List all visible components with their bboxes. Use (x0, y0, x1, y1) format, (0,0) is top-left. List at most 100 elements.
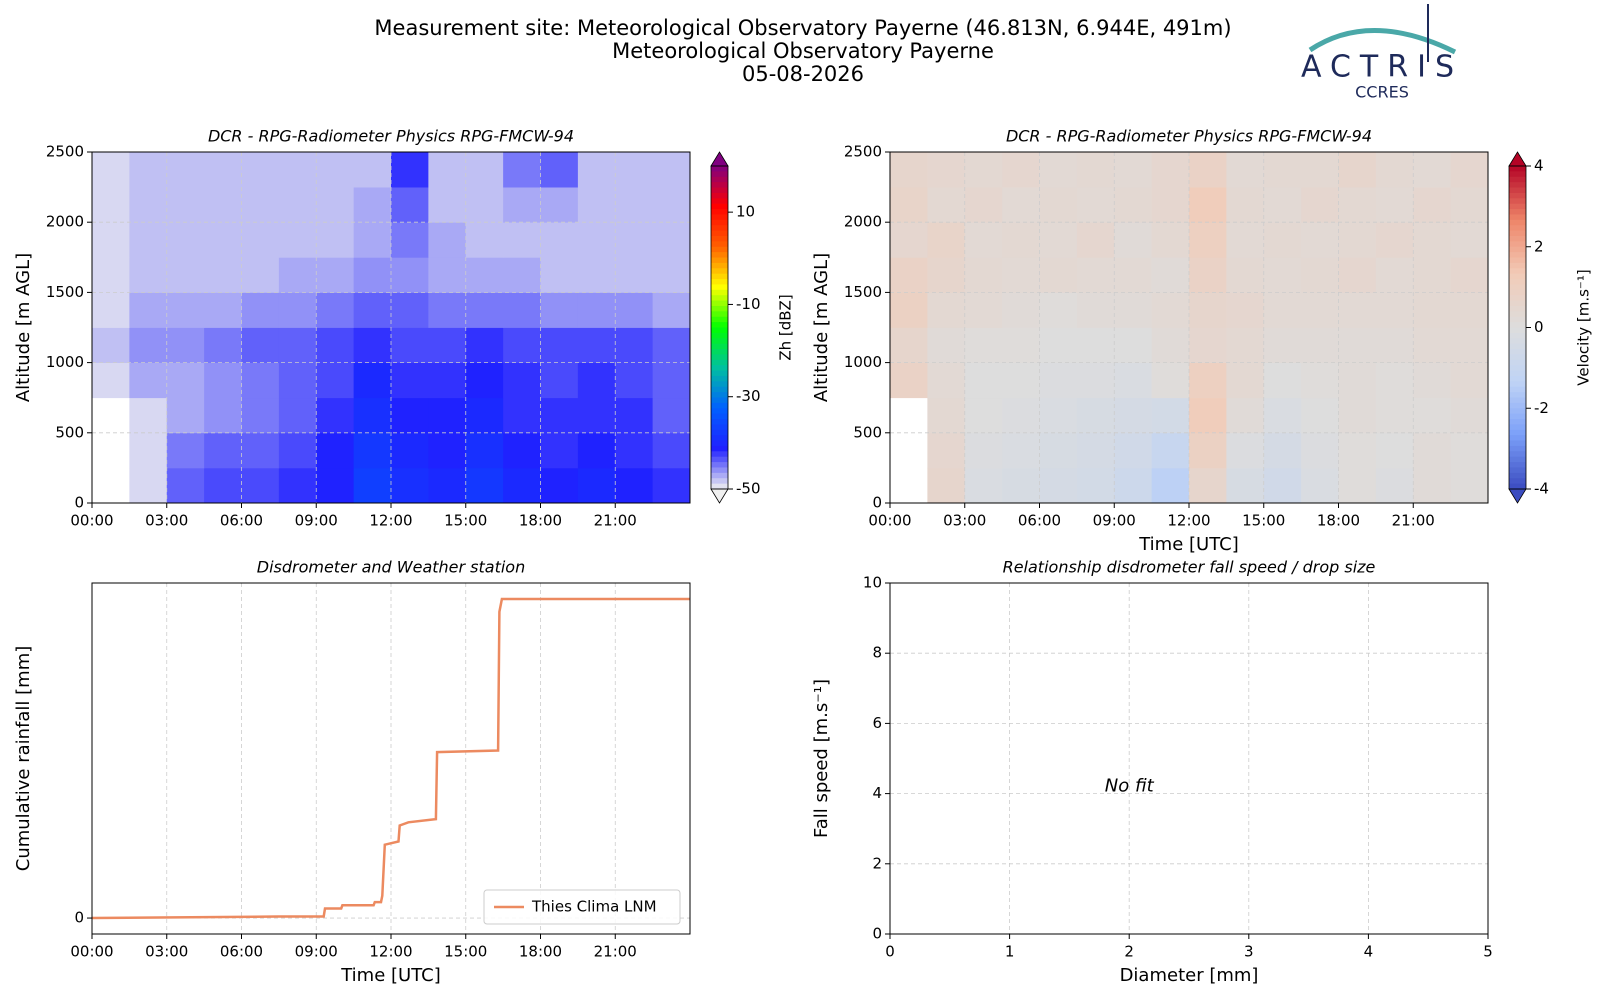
y-axis-label: Fall speed [m.s⁻¹] (811, 679, 832, 838)
heatmap-cell (1189, 327, 1227, 363)
colorbar-segment (1509, 209, 1526, 215)
heatmap-cell (241, 432, 280, 469)
colorbar-segment (711, 370, 728, 377)
colorbar-segment (711, 402, 728, 409)
heatmap-cell (1151, 467, 1190, 504)
heatmap-cell (577, 362, 616, 399)
heatmap-cell (1076, 257, 1115, 293)
colorbar-segment (1509, 295, 1526, 302)
colorbar-segment (1509, 284, 1526, 291)
heatmap-cell (1114, 432, 1153, 469)
heatmap-cell (1226, 327, 1265, 363)
heatmap-cell (353, 432, 392, 469)
heatmap-cell (964, 397, 1003, 434)
heatmap-cell (166, 187, 205, 223)
heatmap-cell (129, 257, 168, 293)
colorbar-segment (711, 429, 728, 436)
y-tick-label: 1500 (46, 283, 84, 301)
heatmap-cell (1151, 222, 1190, 258)
heatmap-cell (1039, 432, 1078, 469)
y-tick-label: 2500 (844, 143, 882, 161)
colorbar-segment (711, 182, 728, 189)
heatmap-cell (1039, 362, 1078, 399)
colorbar-segment (711, 483, 728, 490)
rainfall-line (91, 597, 690, 920)
heatmap-cell (1450, 432, 1489, 469)
legend: Thies Clima LNM (483, 889, 681, 925)
colorbar-segment (1509, 279, 1526, 285)
colorbar-segment (711, 424, 728, 431)
heatmap-cell (428, 222, 467, 258)
heatmap-cell (615, 152, 654, 188)
heatmap-cell (540, 467, 579, 504)
heatmap-cell (652, 467, 691, 504)
y-tick-label: 8 (872, 644, 882, 662)
y-tick-label: 0 (74, 494, 84, 512)
heatmap-cell (316, 292, 355, 328)
header-line: Meteorological Observatory Payerne (612, 39, 994, 63)
y-tick-label: 0 (74, 909, 84, 927)
colorbar-segment (1509, 445, 1526, 452)
x-tick-label: 15:00 (444, 943, 487, 961)
x-tick-label: 2 (1124, 943, 1134, 961)
heatmap-cell (391, 152, 429, 188)
heatmap-cell (1338, 432, 1377, 469)
heatmap-cell (1114, 397, 1153, 434)
heatmap-cell (1301, 222, 1339, 258)
heatmap-cell (1450, 292, 1489, 328)
heatmap-cell (1039, 222, 1078, 258)
colorbar-segment (711, 386, 728, 393)
colorbar-segment (711, 219, 728, 226)
x-tick-label: 12:00 (1167, 512, 1210, 530)
heatmap-cell (927, 467, 966, 504)
colorbar-segment (1509, 472, 1526, 479)
heatmap-cell (540, 432, 579, 469)
heatmap-cell (465, 432, 504, 469)
heatmap-cell (1226, 152, 1265, 188)
heatmap-cell (1413, 467, 1452, 504)
colorbar-segment (1509, 349, 1526, 355)
heatmap-cell (1301, 257, 1339, 293)
heatmap-cell (1151, 257, 1190, 293)
heatmap-cell (503, 257, 541, 293)
heatmap-cell (241, 362, 280, 399)
heatmap-cell (577, 292, 616, 328)
heatmap-cell (465, 257, 504, 293)
heatmap-cell (1039, 327, 1078, 363)
panel: DCR - RPG-Radiometer Physics RPG-FMCW-94… (811, 127, 1593, 556)
colorbar-segment (1509, 273, 1526, 280)
heatmap-cell (615, 467, 654, 504)
heatmap-cell (1263, 327, 1302, 363)
heatmap-cell (353, 152, 392, 188)
x-tick-label: 09:00 (1093, 512, 1136, 530)
heatmap-cell (1375, 327, 1414, 363)
colorbar-segment (711, 214, 728, 221)
heatmap-cell (166, 152, 205, 188)
heatmap-cell (1189, 222, 1227, 258)
heatmap-cell (652, 222, 691, 258)
colorbar-segment (711, 478, 728, 485)
heatmap-cell (241, 397, 280, 434)
colorbar-segment (711, 456, 728, 463)
heatmap-cell (1375, 362, 1414, 399)
heatmap-cell (1114, 327, 1153, 363)
heatmap-cell (204, 187, 242, 223)
colorbar-segment (1509, 203, 1526, 210)
heatmap-cell (428, 362, 467, 399)
heatmap-cell (1338, 397, 1377, 434)
colorbar-segment (711, 289, 728, 296)
heatmap-cell (1263, 152, 1302, 188)
colorbar-segment (1509, 187, 1526, 194)
heatmap-cell (391, 432, 429, 469)
colorbar-tick-label: 2 (1534, 237, 1544, 255)
heatmap-cell (540, 222, 579, 258)
colorbar-tick-label: 10 (736, 203, 755, 221)
heatmap-cell (391, 187, 429, 223)
colorbar-extend (1508, 151, 1527, 167)
heatmap-cell (1002, 467, 1040, 504)
panel-title: Disdrometer and Weather station (257, 558, 525, 577)
colorbar-segment (711, 262, 728, 269)
colorbar-segment (1509, 166, 1526, 172)
annotation: No fit (1105, 776, 1155, 797)
colorbar-segment (711, 349, 728, 355)
